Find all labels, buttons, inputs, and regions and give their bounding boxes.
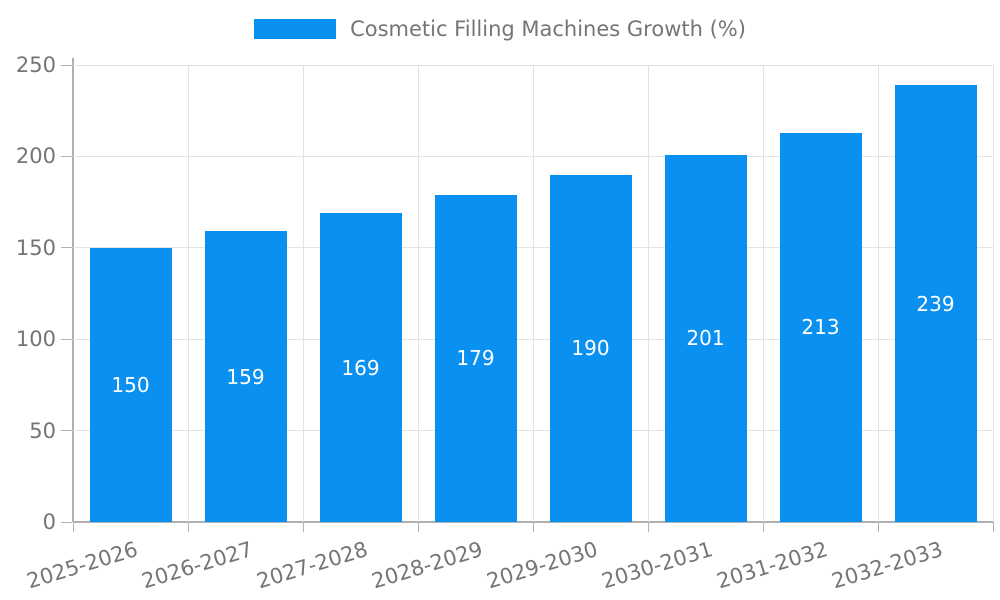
bar-value-label: 213 <box>801 315 840 340</box>
y-axis-line <box>71 58 74 522</box>
y-axis-tick-label: 100 <box>15 327 56 352</box>
x-axis-tick <box>877 522 879 532</box>
bar-value-label: 169 <box>341 355 380 380</box>
legend-label: Cosmetic Filling Machines Growth (%) <box>350 17 746 41</box>
bar: 159 <box>204 231 287 522</box>
bar: 179 <box>434 194 517 522</box>
bar: 239 <box>894 85 977 522</box>
y-axis-tick <box>61 247 72 249</box>
x-axis-tick-label: 2031-2032 <box>714 537 831 594</box>
x-axis-tick-label: 2032-2033 <box>829 537 946 594</box>
y-axis-tick-label: 0 <box>42 510 56 534</box>
x-axis-tick <box>992 522 994 532</box>
gridline-vertical <box>417 65 419 522</box>
y-axis-tick-label: 200 <box>15 144 56 169</box>
x-axis-tick <box>532 522 534 532</box>
bar-value-label: 159 <box>226 364 265 389</box>
y-axis-tick-label: 150 <box>15 235 56 260</box>
gridline-vertical <box>992 65 994 522</box>
bar-value-label: 201 <box>686 326 725 351</box>
gridline-vertical <box>302 65 304 522</box>
x-axis-tick-label: 2028-2029 <box>369 537 486 594</box>
bar-value-label: 179 <box>456 346 495 371</box>
bar: 190 <box>549 174 632 522</box>
chart-legend: Cosmetic Filling Machines Growth (%) <box>0 17 1000 41</box>
legend-swatch <box>254 19 337 39</box>
x-axis-tick-label: 2029-2030 <box>484 537 601 594</box>
y-axis-tick <box>61 338 72 340</box>
x-axis-tick <box>302 522 304 532</box>
gridline-vertical <box>187 65 189 522</box>
y-axis-tick-label: 250 <box>15 53 56 77</box>
y-axis-tick <box>61 64 72 66</box>
bar-value-label: 190 <box>571 336 610 361</box>
bar-value-label: 150 <box>111 372 150 397</box>
bar: 201 <box>664 154 747 522</box>
bar: 150 <box>89 247 172 522</box>
x-axis-tick-label: 2026-2027 <box>139 537 256 594</box>
bar: 169 <box>319 213 402 522</box>
x-axis-tick-label: 2025-2026 <box>24 537 141 594</box>
x-axis-tick-label: 2027-2028 <box>254 537 371 594</box>
x-axis-tick <box>187 522 189 532</box>
x-axis-tick <box>72 522 74 532</box>
gridline-vertical <box>762 65 764 522</box>
gridline-vertical <box>532 65 534 522</box>
x-axis-tick <box>417 522 419 532</box>
y-axis-tick <box>61 155 72 157</box>
x-axis-tick <box>647 522 649 532</box>
gridline-vertical <box>647 65 649 522</box>
bar-value-label: 239 <box>916 291 955 316</box>
y-axis-tick <box>61 521 72 523</box>
y-axis-tick <box>61 430 72 432</box>
y-axis-tick-label: 50 <box>29 418 56 443</box>
x-axis-tick <box>762 522 764 532</box>
x-axis-tick-label: 2030-2031 <box>599 537 716 594</box>
bar: 213 <box>779 132 862 522</box>
plot-area: 150 159 169 179 190 201 213 239 <box>73 64 994 522</box>
gridline-vertical <box>877 65 879 522</box>
